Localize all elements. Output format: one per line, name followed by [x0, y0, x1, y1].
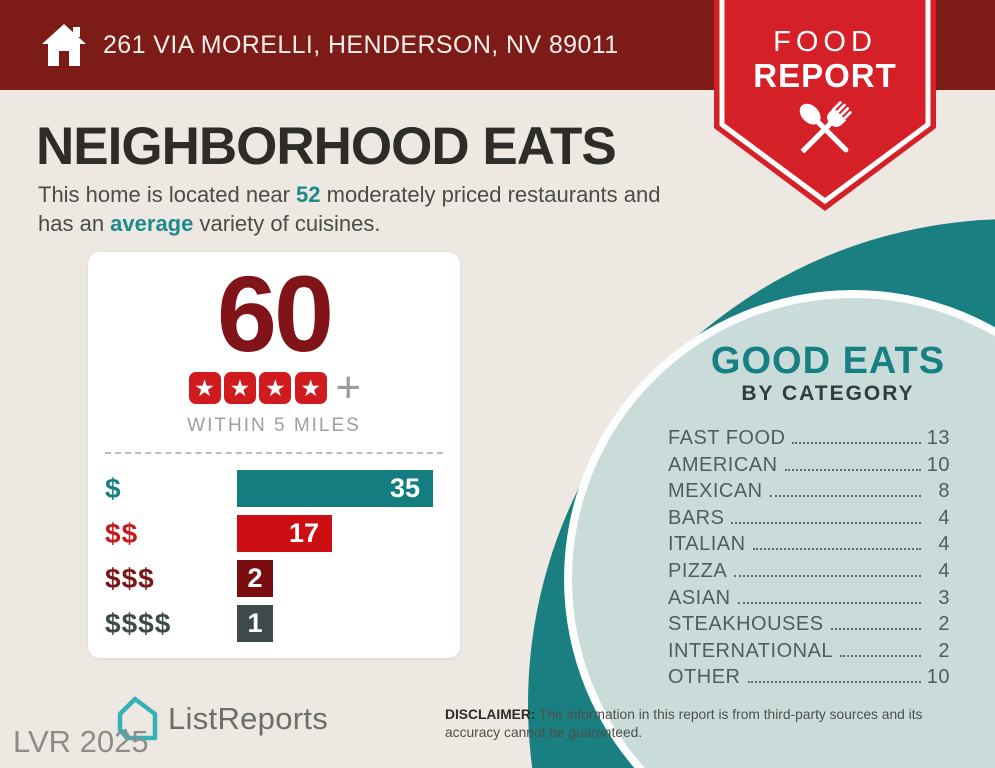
plus-sign: +: [335, 363, 362, 412]
category-count: 2: [938, 613, 950, 636]
category-count: 2: [938, 639, 950, 662]
dotted-leader: [792, 442, 921, 444]
restaurant-score: 60: [216, 253, 334, 374]
dotted-leader: [734, 574, 921, 577]
category-label: OTHER: [668, 666, 741, 689]
ribbon-shape: [714, 0, 936, 211]
star-icon: ★: [223, 372, 256, 404]
star-icon: ★: [294, 372, 327, 404]
card-divider: [105, 452, 443, 454]
price-bar-row: $$$$ 1: [105, 605, 433, 642]
page-title: NEIGHBORHOOD EATS: [36, 117, 617, 176]
page-subtitle: This home is located near 52 moderately …: [38, 180, 718, 238]
fork-and-spoon-icon: [799, 101, 852, 154]
price-bar-row: $$$ 2: [105, 560, 433, 597]
ribbon-line2: REPORT: [753, 57, 897, 94]
price-level-label: $$: [105, 517, 139, 549]
star-rating: ★ ★ ★ ★ +: [88, 363, 460, 412]
score-caption: WITHIN 5 MILES: [187, 415, 361, 436]
restaurant-score-card: 60 ★ ★ ★ ★ + WITHIN 5 MILES $35 $$ 17 $$$ 2 $$$$ 1: [88, 252, 460, 658]
dotted-leader: [737, 601, 921, 604]
home-icon: [42, 24, 86, 66]
category-label: INTERNATIONAL: [668, 639, 834, 662]
dotted-leader: [830, 628, 921, 631]
category-count: 13: [926, 427, 950, 449]
category-label: AMERICAN: [668, 453, 778, 476]
listreports-logo-icon: [117, 696, 158, 741]
category-row: OTHER 10: [668, 666, 950, 693]
listreports-brand: ListReports: [110, 694, 328, 744]
property-address: 261 VIA MORELLI, HENDERSON, NV 89011: [103, 30, 619, 59]
good-eats-title: GOOD EATS: [710, 340, 946, 382]
category-row: BARS 4: [668, 507, 950, 534]
category-label: ASIAN: [668, 586, 731, 609]
disclaimer-label: DISCLAIMER:: [445, 707, 536, 722]
restaurant-count: 52: [296, 182, 321, 207]
category-label: BARS: [668, 506, 725, 529]
star-icon: ★: [259, 372, 292, 404]
category-row: AMERICAN 10: [668, 454, 950, 481]
category-count: 4: [938, 506, 950, 529]
category-count: 3: [938, 586, 950, 609]
dotted-leader: [731, 521, 921, 524]
dotted-leader: [752, 548, 921, 551]
price-level-label: $$$$: [105, 607, 172, 639]
category-list: FAST FOOD 13 AMERICAN 10 MEXICAN 8 BARS 4 ITALIA…: [668, 427, 950, 693]
category-row: MEXICAN 8: [668, 480, 950, 507]
price-bar-row: $$ 17: [105, 515, 433, 552]
price-bar-chart: $35 $$ 17 $$$ 2 $$$$ 1: [105, 470, 433, 650]
price-bar-row: $35: [105, 470, 433, 507]
category-count: 8: [938, 480, 950, 503]
watermark: LVR 2025: [13, 724, 149, 759]
dotted-leader: [784, 468, 921, 471]
disclaimer-text: DISCLAIMER: The information in this repo…: [445, 707, 923, 740]
category-label: STEAKHOUSES: [668, 613, 824, 636]
food-report-ribbon: FOOD REPORT: [714, 0, 936, 212]
category-count: 10: [926, 453, 950, 476]
category-label: PIZZA: [668, 559, 728, 582]
price-level-label: $: [105, 472, 122, 504]
price-bar: 17: [237, 515, 332, 552]
price-level-label: $$$: [105, 562, 155, 594]
price-bar: 2: [237, 560, 273, 597]
category-row: INTERNATIONAL 2: [668, 640, 950, 667]
category-row: FAST FOOD 13: [668, 427, 950, 454]
category-count: 4: [938, 559, 950, 582]
price-bar: 1: [237, 605, 273, 642]
subtitle-line1: This home is located near 52 moderately …: [38, 182, 661, 207]
listreports-brand-name: ListReports: [168, 701, 329, 736]
category-row: STEAKHOUSES 2: [668, 613, 950, 640]
category-count: 10: [926, 666, 950, 689]
dotted-leader: [840, 654, 921, 657]
category-row: PIZZA 4: [668, 560, 950, 587]
dotted-leader: [769, 495, 921, 498]
variety-rating: average: [110, 211, 194, 236]
category-label: MEXICAN: [668, 480, 763, 503]
subtitle-line2: has an average variety of cuisines.: [38, 211, 381, 236]
category-label: ITALIAN: [668, 533, 746, 556]
star-icon: ★: [188, 372, 221, 404]
category-row: ITALIAN 4: [668, 533, 950, 560]
category-label: FAST FOOD: [668, 427, 786, 449]
price-bar: 35: [237, 470, 433, 507]
category-row: ASIAN 3: [668, 587, 950, 614]
category-count: 4: [938, 533, 950, 556]
good-eats-subtitle: BY CATEGORY: [741, 382, 915, 405]
ribbon-line1: FOOD: [773, 26, 877, 58]
dotted-leader: [747, 681, 921, 684]
